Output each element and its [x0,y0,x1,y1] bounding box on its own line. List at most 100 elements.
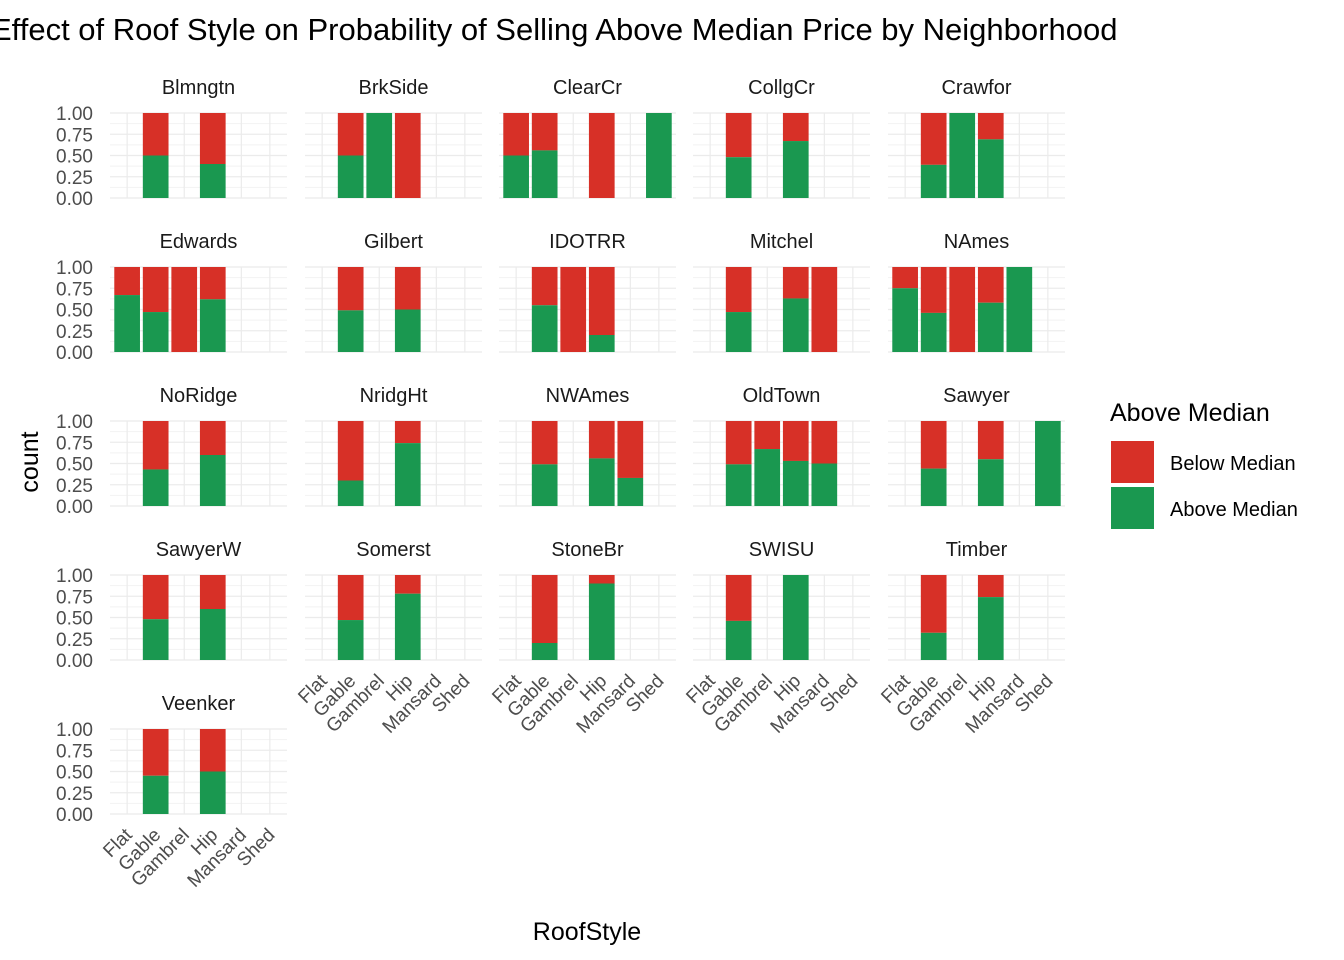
facet-label-timber: Timber [946,539,1008,561]
y-tick-label: 0.50 [56,301,93,322]
bar-below-median-mitchel-gable [725,267,752,313]
bar-below-median-clearcr-flat [503,113,529,156]
bar-below-median-names-gable [920,267,947,313]
bar-below-median-gilbert-gable [337,267,364,311]
chart-title: Effect of Roof Style on Probability of S… [0,12,1117,47]
bar-above-median-idotrr-hip [588,335,615,352]
panel-blmngtn: Blmngtn 0.000.250.500.751.00 [56,77,287,210]
bar-below-median-oldtown-mansard [811,421,838,464]
y-tick-label: 0.00 [56,497,93,518]
bar-below-median-somerst-gable [337,575,364,621]
bar-above-median-gilbert-hip [394,309,421,352]
y-tick-label: 0.25 [56,168,93,189]
y-tick-label: 0.75 [56,125,93,146]
bar-above-median-clearcr-flat [503,155,529,198]
bar-above-median-somerst-gable [337,620,364,660]
y-tick-label: 0.00 [56,805,93,826]
legend-title: Above Median [1110,399,1270,427]
bar-below-median-collgcr-hip [782,113,809,142]
bar-below-median-edwards-flat [114,267,140,296]
bar-above-median-edwards-gable [142,312,169,352]
facet-label-gilbert: Gilbert [364,231,423,253]
bar-above-median-swisu-hip [782,575,809,660]
bar-below-median-brkside-hip [394,113,421,198]
bar-below-median-nwames-gable [531,421,558,465]
y-tick-label: 1.00 [56,258,93,279]
x-axis-title: RoofStyle [533,918,641,946]
facet-label-edwards: Edwards [160,231,238,253]
bar-above-median-gilbert-gable [337,310,364,352]
bar-above-median-noridge-hip [199,455,226,506]
facet-label-nridght: NridgHt [360,385,428,407]
bar-below-median-swisu-gable [725,575,752,621]
bar-below-median-oldtown-gambrel [754,421,781,450]
y-tick-label: 0.75 [56,741,93,762]
bar-below-median-gilbert-hip [394,267,421,310]
facet-label-somerst: Somerst [356,539,431,561]
panel-crawfor: Crawfor [888,77,1065,199]
y-tick-label: 1.00 [56,566,93,587]
bar-below-median-names-flat [892,267,918,289]
bar-below-median-mitchel-hip [782,267,809,299]
facet-label-sawyer: Sawyer [943,385,1010,407]
bar-above-median-names-flat [892,288,918,352]
bar-above-median-crawfor-gambrel [949,113,976,198]
y-tick-label: 0.75 [56,279,93,300]
legend-swatch-below-median [1111,441,1154,483]
bar-below-median-somerst-hip [394,575,421,594]
bar-above-median-stonebr-gable [531,643,558,660]
facet-label-crawfor: Crawfor [941,77,1011,99]
bar-above-median-timber-gable [920,632,947,660]
facet-label-sawyerw: SawyerW [156,539,242,561]
bar-below-median-brkside-gable [337,113,364,156]
bar-above-median-nwames-mansard [617,477,644,506]
legend-swatch-above-median [1111,487,1154,529]
bar-below-median-veenker-gable [142,729,169,776]
bar-above-median-oldtown-gambrel [754,449,781,506]
bar-above-median-blmngtn-hip [199,164,226,198]
bar-above-median-blmngtn-gable [142,155,169,198]
bar-above-median-oldtown-hip [782,460,809,506]
bar-above-median-oldtown-mansard [811,463,838,506]
y-tick-label: 0.25 [56,784,93,805]
bar-below-median-blmngtn-hip [199,113,226,164]
bar-above-median-sawyer-hip [977,459,1004,506]
legend: Above Median Below Median Above Median [1110,399,1298,529]
panel-noridge: NoRidge 0.000.250.500.751.00 [56,385,287,518]
facet-label-collgcr: CollgCr [748,77,815,99]
panel-nridght: NridgHt [305,385,482,507]
bar-below-median-edwards-gable [142,267,169,313]
bar-above-median-crawfor-hip [977,139,1004,198]
bar-below-median-oldtown-hip [782,421,809,461]
legend-label-above-median: Above Median [1170,499,1298,521]
bar-above-median-veenker-gable [142,775,169,814]
y-tick-label: 0.50 [56,609,93,630]
bar-below-median-crawfor-gable [920,113,947,165]
bar-above-median-nridght-gable [337,480,364,506]
bar-above-median-names-gable [920,312,947,352]
bar-above-median-names-hip [977,302,1004,352]
panel-brkside: BrkSide [305,77,482,199]
bar-below-median-names-gambrel [949,267,976,352]
bar-above-median-oldtown-gable [725,464,752,506]
bar-above-median-noridge-gable [142,469,169,506]
bar-above-median-edwards-flat [114,295,140,352]
y-tick-label: 0.00 [56,189,93,210]
facet-label-oldtown: OldTown [743,385,821,407]
facet-label-stonebr: StoneBr [551,539,624,561]
panel-edwards: Edwards 0.000.250.500.751.00 [56,231,287,364]
bar-above-median-edwards-hip [199,299,226,352]
bar-above-median-idotrr-gable [531,305,558,352]
bar-below-median-sawyer-hip [977,421,1004,460]
bar-below-median-idotrr-hip [588,267,615,335]
bar-below-median-mitchel-mansard [811,267,838,352]
bar-above-median-veenker-hip [199,771,226,814]
facet-label-idotrr: IDOTRR [549,231,626,253]
bar-above-median-crawfor-gable [920,164,947,198]
y-axis-title: count [16,431,44,492]
y-tick-label: 0.00 [56,651,93,672]
